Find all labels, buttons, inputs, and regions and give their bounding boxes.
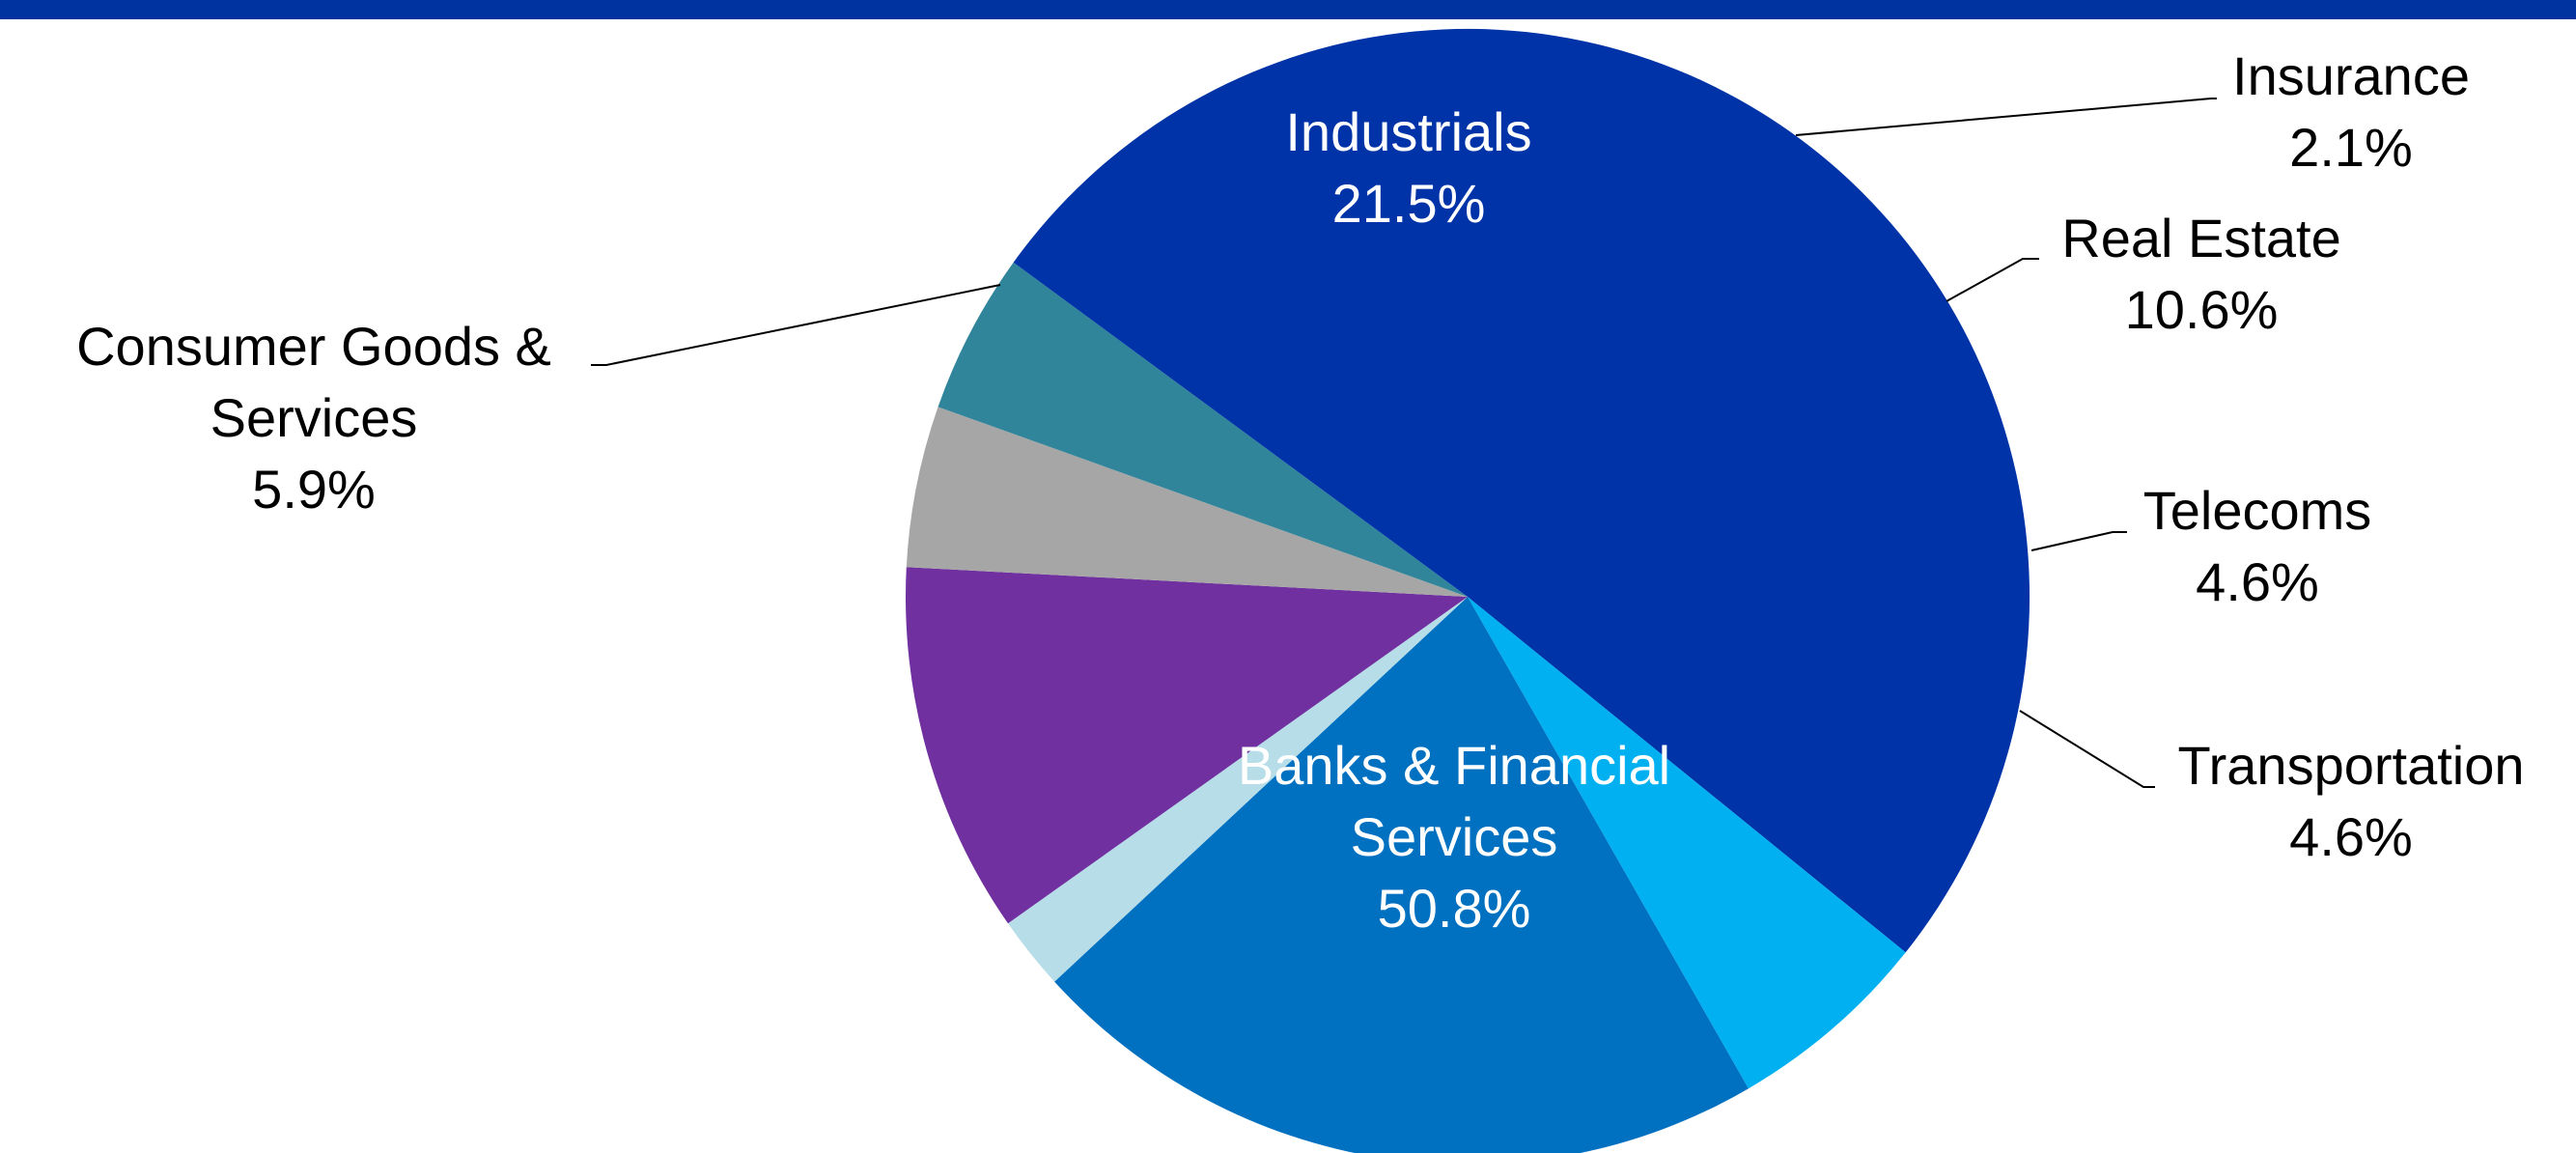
pie-slice-industrials: [1054, 597, 1749, 1153]
slice-name-label: Services: [210, 387, 418, 448]
slice-name-label: Telecoms: [2143, 480, 2372, 541]
leader-line: [2030, 531, 2127, 551]
slice-label: Banks & Financial Services 50.8%: [1238, 735, 1670, 939]
header-band: [0, 0, 2576, 19]
slice-label: Industrials 21.5%: [1285, 101, 1531, 234]
pie-slice-consumer-goods-services: [1468, 597, 1906, 1089]
pie-slices: [906, 28, 2030, 1153]
leader-line: [1795, 98, 2217, 136]
slice-value-label: 4.6%: [2196, 551, 2319, 612]
leader-lines: [591, 98, 2217, 788]
pie-slice-telecoms: [906, 407, 1468, 597]
pie-slice-insurance: [1007, 597, 1468, 982]
slice-value-label: 4.6%: [2289, 806, 2413, 867]
slice-name-label: Banks & Financial: [1238, 735, 1670, 796]
slice-value-label: 2.1%: [2289, 117, 2413, 178]
slice-name-label: Industrials: [1285, 101, 1531, 162]
pie-slice-banks-financial-services: [1013, 28, 2030, 953]
pie-slice-real-estate: [906, 567, 1468, 924]
slice-name-label: Services: [1351, 806, 1558, 867]
leader-line: [591, 284, 1001, 366]
slice-value-label: 5.9%: [252, 459, 376, 520]
pie-slice-transportation: [938, 262, 1468, 597]
slice-labels: Industrials 21.5% Insurance 2.1% Real Estate…: [76, 45, 2524, 939]
slice-value-label: 21.5%: [1332, 173, 1486, 234]
slice-value-label: 10.6%: [2125, 279, 2279, 340]
leader-line: [2019, 710, 2155, 788]
slice-label: Telecoms 4.6%: [2143, 480, 2372, 612]
slice-name-label: Real Estate: [2061, 208, 2341, 268]
slice-value-label: 50.8%: [1378, 878, 1531, 939]
slice-name-label: Transportation: [2178, 735, 2525, 796]
slice-label: Transportation 4.6%: [2178, 735, 2525, 867]
slice-name-label: Consumer Goods &: [76, 316, 551, 377]
slice-label: Consumer Goods & Services 5.9%: [76, 316, 551, 520]
slice-name-label: Insurance: [2232, 45, 2470, 106]
slice-label: Insurance 2.1%: [2232, 45, 2470, 178]
leader-line: [1946, 258, 2039, 302]
slice-label: Real Estate 10.6%: [2061, 208, 2341, 340]
